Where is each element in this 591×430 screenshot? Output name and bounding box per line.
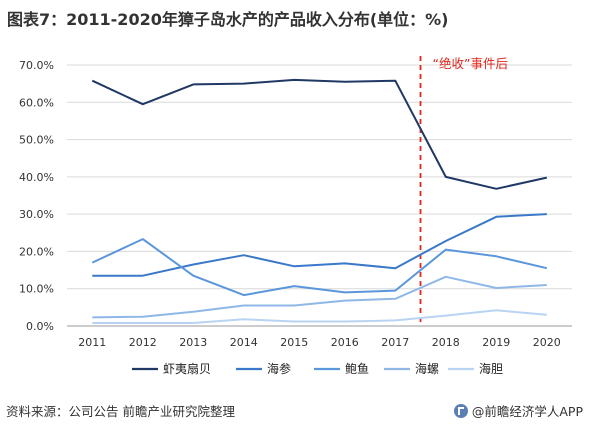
brand-text: @前瞻经济学人APP [471,404,583,419]
y-tick-label: 20.0% [19,245,54,258]
y-axis: 0.0% 10.0% 20.0% 30.0% 40.0% 50.0% 60.0% 70.0% [19,59,54,333]
x-tick-label: 2020 [533,336,561,349]
y-tick-label: 60.0% [19,96,54,109]
series-lines [91,78,548,324]
series-line-3 [91,238,548,297]
legend-label: 虾夷扇贝 [163,361,211,376]
y-tick-label: 50.0% [19,134,54,147]
y-tick-label: 0.0% [26,320,54,333]
legend-label: 海参 [267,361,291,376]
x-tick-label: 2017 [381,336,409,349]
x-tick-label: 2018 [432,336,460,349]
event-marker: “绝收”事件后 [419,56,508,326]
x-tick-label: 2011 [78,336,106,349]
series-line-5 [92,309,547,324]
series-line-4 [92,275,547,319]
y-tick-label: 70.0% [19,59,54,72]
legend-label: 鲍鱼 [345,362,369,376]
series-line-2 [92,213,547,277]
legend-label: 海螺 [415,361,439,376]
y-tick-label: 40.0% [19,171,54,184]
source-note: 资料来源：公司公告 前瞻产业研究院整理 [6,404,235,419]
brand-logo-icon [453,403,468,418]
x-tick-label: 2015 [280,336,308,349]
x-tick-label: 2019 [482,336,510,349]
x-axis: 2011 2012 2013 2014 2015 2016 2017 2018 2019 2020 [78,336,561,349]
x-tick-label: 2016 [331,336,359,349]
brand-credit: @前瞻经济学人APP [453,401,583,420]
legend: 虾夷扇贝 海参 鲍鱼 海螺 海胆 [132,361,503,376]
event-annotation: “绝收”事件后 [433,56,508,71]
x-tick-label: 2012 [129,336,157,349]
x-tick-label: 2013 [179,336,207,349]
x-tick-label: 2014 [230,336,258,349]
series-line-1 [91,78,548,190]
chart-title: 图表7：2011-2020年獐子岛水产的产品收入分布(单位：%) [7,10,449,29]
y-tick-label: 10.0% [19,283,54,296]
y-tick-label: 30.0% [19,208,54,221]
legend-label: 海胆 [479,361,503,376]
